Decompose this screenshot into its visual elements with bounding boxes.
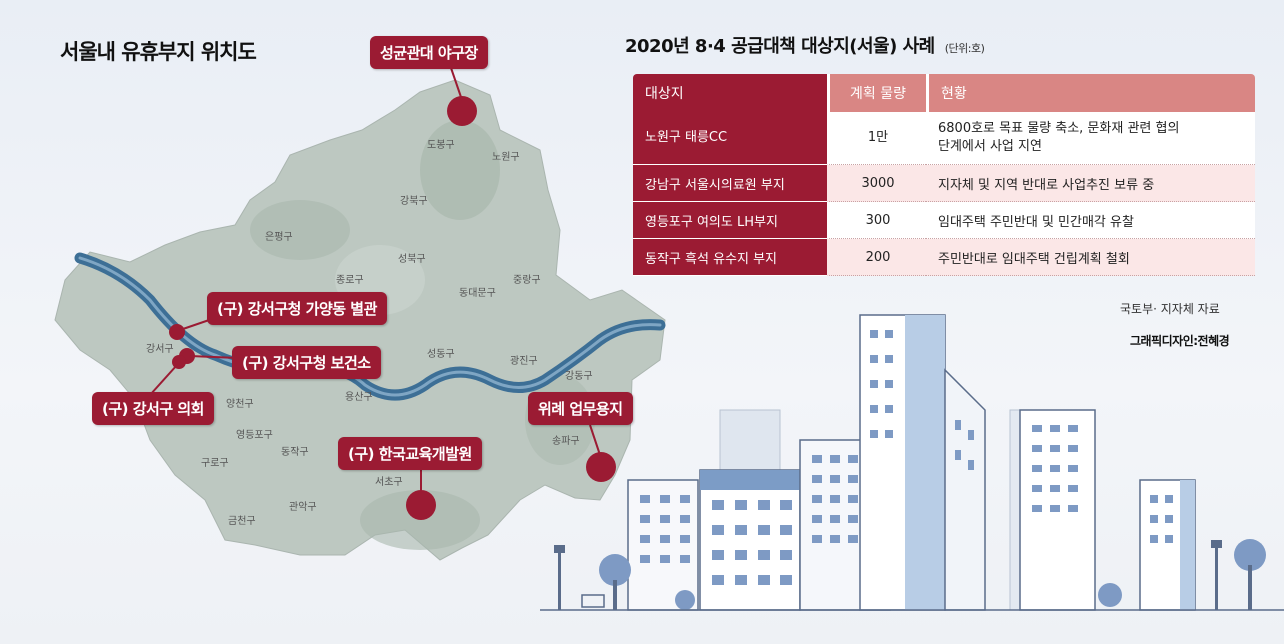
district-label: 동작구 (281, 447, 309, 458)
map-title: 서울내 유휴부지 위치도 (60, 40, 257, 64)
cell-site: 동작구 흑석 유수지 부지 (633, 239, 827, 276)
table-row: 강남구 서울시의료원 부지 3000 지자체 및 지역 반대로 사업추진 보류 … (633, 165, 1255, 202)
table-row: 동작구 흑석 유수지 부지 200 주민반대로 임대주택 건립계획 철회 (633, 239, 1255, 276)
district-label: 중랑구 (513, 275, 541, 286)
site-marker-gayang (169, 324, 185, 340)
callout-skku-ballpark: 성균관대 야구장 (370, 36, 488, 69)
table-header-row: 대상지 계획 물량 현황 (633, 74, 1255, 112)
callout-kedi: (구) 한국교육개발원 (338, 437, 482, 470)
district-label: 용산구 (345, 392, 373, 403)
cell-quantity: 300 (827, 202, 926, 239)
district-label: 강동구 (565, 371, 593, 382)
district-label: 관악구 (289, 502, 317, 513)
district-label: 종로구 (336, 275, 364, 286)
district-label: 광진구 (510, 356, 538, 367)
district-label: 송파구 (552, 436, 580, 447)
callout-wirye-business-site: 위례 업무용지 (528, 392, 633, 425)
district-label: 서초구 (375, 477, 403, 488)
callout-gangseo-health-center: (구) 강서구청 보건소 (232, 346, 381, 379)
status-line: 단계에서 사업 지연 (938, 139, 1042, 154)
table-unit: (단위:호) (944, 42, 985, 55)
district-label: 동대문구 (459, 288, 496, 299)
header-site: 대상지 (633, 74, 827, 112)
table-title: 2020년 8·4 공급대책 대상지(서울) 사례 (단위:호) (625, 32, 985, 58)
district-label: 강서구 (146, 344, 174, 355)
callout-gangseo-gayang-annex: (구) 강서구청 가양동 별관 (207, 292, 387, 325)
cell-site: 노원구 태릉CC (633, 112, 827, 165)
district-label: 도봉구 (427, 140, 455, 151)
district-label: 성북구 (398, 254, 426, 265)
table-row: 영등포구 여의도 LH부지 300 임대주택 주민반대 및 민간매각 유찰 (633, 202, 1255, 239)
supply-policy-table: 대상지 계획 물량 현황 노원구 태릉CC 1만 6800호로 목표 물량 축소… (633, 74, 1255, 276)
district-label: 양천구 (226, 399, 254, 410)
site-marker-wirye (586, 452, 616, 482)
district-label: 노원구 (492, 152, 520, 163)
source-note: 국토부· 지자체 자료 (1120, 302, 1220, 316)
cell-quantity: 3000 (827, 165, 926, 202)
cell-status: 주민반대로 임대주택 건립계획 철회 (926, 239, 1255, 276)
site-marker-skku (447, 96, 477, 126)
status-line: 6800호로 목표 물량 축소, 문화재 관련 협의 (938, 121, 1180, 136)
cell-site: 영등포구 여의도 LH부지 (633, 202, 827, 239)
site-marker-kedi (406, 490, 436, 520)
district-label: 강북구 (400, 196, 428, 207)
table-title-text: 2020년 8·4 공급대책 대상지(서울) 사례 (625, 36, 935, 57)
graphic-credit: 그래픽디자인:전혜경 (1130, 334, 1230, 348)
district-label: 성동구 (427, 349, 455, 360)
district-label: 금천구 (228, 516, 256, 527)
district-label: 영등포구 (236, 430, 273, 441)
district-label: 은평구 (265, 232, 293, 243)
district-label: 구로구 (201, 458, 229, 469)
cell-status: 지자체 및 지역 반대로 사업추진 보류 중 (926, 165, 1255, 202)
cell-site: 강남구 서울시의료원 부지 (633, 165, 827, 202)
header-status: 현황 (926, 74, 1255, 112)
cell-status: 임대주택 주민반대 및 민간매각 유찰 (926, 202, 1255, 239)
city-illustration (540, 314, 1284, 611)
cell-quantity: 200 (827, 239, 926, 276)
cell-quantity: 1만 (827, 112, 926, 165)
header-quantity: 계획 물량 (827, 74, 926, 112)
callout-gangseo-council: (구) 강서구 의회 (92, 392, 214, 425)
